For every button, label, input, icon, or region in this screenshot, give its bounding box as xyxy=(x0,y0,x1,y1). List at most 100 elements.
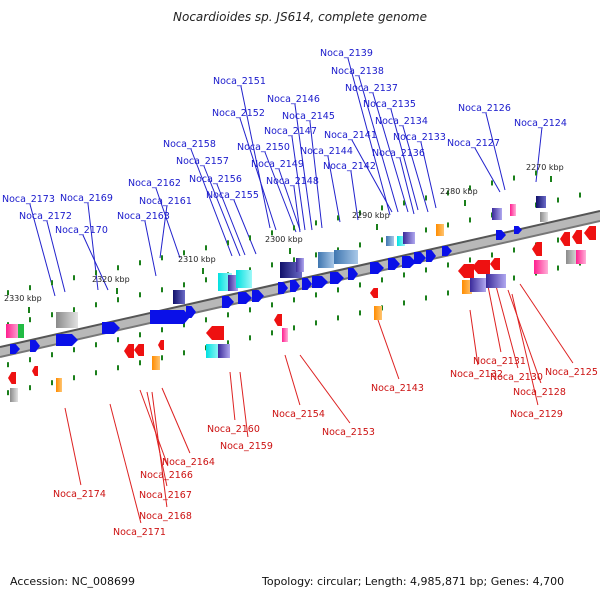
leader-line-noca-2144 xyxy=(327,155,341,223)
forward-gene-arrow xyxy=(150,310,190,324)
gene-block xyxy=(540,212,548,222)
reverse-gene-arrow xyxy=(584,226,596,240)
gene-block xyxy=(228,275,238,291)
leader-line-noca-2142 xyxy=(350,170,359,221)
leader-line-noca-2125 xyxy=(519,283,574,364)
leader-line-noca-2161 xyxy=(159,205,168,259)
gene-label-noca-2156: Noca_2156 xyxy=(189,174,242,185)
leader-line-noca-2160 xyxy=(229,371,236,421)
reverse-gene-arrow xyxy=(8,372,16,384)
gene-label-noca-2174: Noca_2174 xyxy=(53,489,106,500)
leader-line-noca-2128 xyxy=(507,289,542,384)
leader-line-noca-2153 xyxy=(299,354,351,424)
gene-label-noca-2129: Noca_2129 xyxy=(510,409,563,420)
forward-gene-arrow xyxy=(330,272,344,284)
reverse-gene-arrow xyxy=(134,344,144,356)
gene-block xyxy=(236,270,252,288)
leader-line-noca-2154 xyxy=(284,354,301,406)
top-gene-labels: Noca_2139Noca_2138Noca_2137Noca_2151Noca… xyxy=(2,48,567,236)
gene-label-noca-2124: Noca_2124 xyxy=(514,118,567,129)
leader-line-noca-2167 xyxy=(146,391,168,487)
forward-gene-arrow xyxy=(312,276,328,288)
ruler-label: 2280 kbp xyxy=(440,187,478,196)
gene-label-noca-2132: Noca_2132 xyxy=(450,369,503,380)
leader-line-noca-2131 xyxy=(487,285,502,353)
gene-label-noca-2172: Noca_2172 xyxy=(19,211,72,222)
gene-label-noca-2147: Noca_2147 xyxy=(264,126,317,137)
gene-block xyxy=(397,236,405,246)
forward-gene-arrow xyxy=(414,252,426,264)
ruler-tick xyxy=(116,288,118,294)
leader-line-noca-2133 xyxy=(420,141,437,209)
gene-block xyxy=(10,388,18,402)
leader-line-noca-2158 xyxy=(190,148,233,257)
leader-line-noca-2132 xyxy=(469,309,479,366)
gene-label-noca-2153: Noca_2153 xyxy=(322,427,375,438)
forward-gene-arrow xyxy=(56,334,78,346)
ruler-tick xyxy=(464,200,466,206)
forward-gene-arrow xyxy=(402,256,416,268)
gene-block xyxy=(436,224,444,236)
gene-block xyxy=(6,324,20,338)
gene-label-noca-2171: Noca_2171 xyxy=(113,527,166,538)
forward-gene-arrow xyxy=(10,344,20,354)
leader-line-noca-2151 xyxy=(240,85,271,229)
gene-label-noca-2131: Noca_2131 xyxy=(473,356,526,367)
leader-line-noca-2174 xyxy=(64,407,82,486)
topology-text: Topology: circular; Length: 4,985,871 bp… xyxy=(262,575,565,588)
gene-label-noca-2152: Noca_2152 xyxy=(212,108,265,119)
forward-gene-arrow xyxy=(102,322,120,334)
ruler-tick xyxy=(376,224,378,230)
ruler-tick xyxy=(550,176,552,182)
leader-line-noca-2145 xyxy=(309,120,323,229)
gene-label-noca-2161: Noca_2161 xyxy=(139,196,192,207)
reverse-gene-arrow xyxy=(124,344,134,358)
forward-gene-arrow xyxy=(442,246,452,256)
leader-line-noca-2172 xyxy=(46,220,66,293)
gene-block xyxy=(510,204,516,216)
leader-line-noca-2134 xyxy=(402,125,429,213)
scale-ticks xyxy=(7,170,581,396)
gene-block xyxy=(534,260,548,274)
gene-block xyxy=(318,252,334,268)
forward-gene-arrow xyxy=(302,278,312,290)
gene-block xyxy=(173,290,185,304)
bottom-gene-leader-lines xyxy=(64,283,574,524)
gene-label-noca-2135: Noca_2135 xyxy=(363,99,416,110)
gene-label-noca-2170: Noca_2170 xyxy=(55,225,108,236)
leader-line-noca-2150 xyxy=(264,151,297,233)
ruler-tick xyxy=(28,307,30,313)
gene-block xyxy=(470,278,486,292)
gene-label-noca-2166: Noca_2166 xyxy=(140,470,193,481)
ruler-label: 2320 kbp xyxy=(92,275,130,284)
forward-gene-arrow xyxy=(290,280,300,292)
gene-label-noca-2154: Noca_2154 xyxy=(272,409,325,420)
gene-label-noca-2133: Noca_2133 xyxy=(393,132,446,143)
reverse-gene-arrow xyxy=(490,258,500,270)
forward-gene-arrow xyxy=(426,250,436,262)
reverse-gene-arrow xyxy=(472,260,490,274)
ruler-label: 2290 kbp xyxy=(352,211,390,220)
gene-label-noca-2136: Noca_2136 xyxy=(372,148,425,159)
gene-label-noca-2151: Noca_2151 xyxy=(213,76,266,87)
leader-line-noca-2135 xyxy=(390,108,419,211)
gene-label-noca-2138: Noca_2138 xyxy=(331,66,384,77)
gene-block xyxy=(152,356,160,370)
gene-label-noca-2149: Noca_2149 xyxy=(251,159,304,170)
reverse-gene-arrow xyxy=(458,264,474,278)
leader-line-noca-2157 xyxy=(203,165,241,257)
gene-block xyxy=(536,196,546,208)
leader-line-noca-2143 xyxy=(377,319,400,380)
gene-label-noca-2143: Noca_2143 xyxy=(371,383,424,394)
reverse-gene-arrow xyxy=(572,230,582,244)
gene-label-noca-2148: Noca_2148 xyxy=(266,176,319,187)
leader-line-noca-2164 xyxy=(161,387,191,454)
gene-block xyxy=(218,344,230,358)
gene-block xyxy=(492,208,502,220)
leader-line-noca-2171 xyxy=(109,403,142,524)
gene-block xyxy=(56,378,62,392)
leader-line-noca-2126 xyxy=(485,112,506,191)
leader-line-noca-2162 xyxy=(155,187,181,259)
accession-text: Accession: NC_008699 xyxy=(10,575,136,588)
